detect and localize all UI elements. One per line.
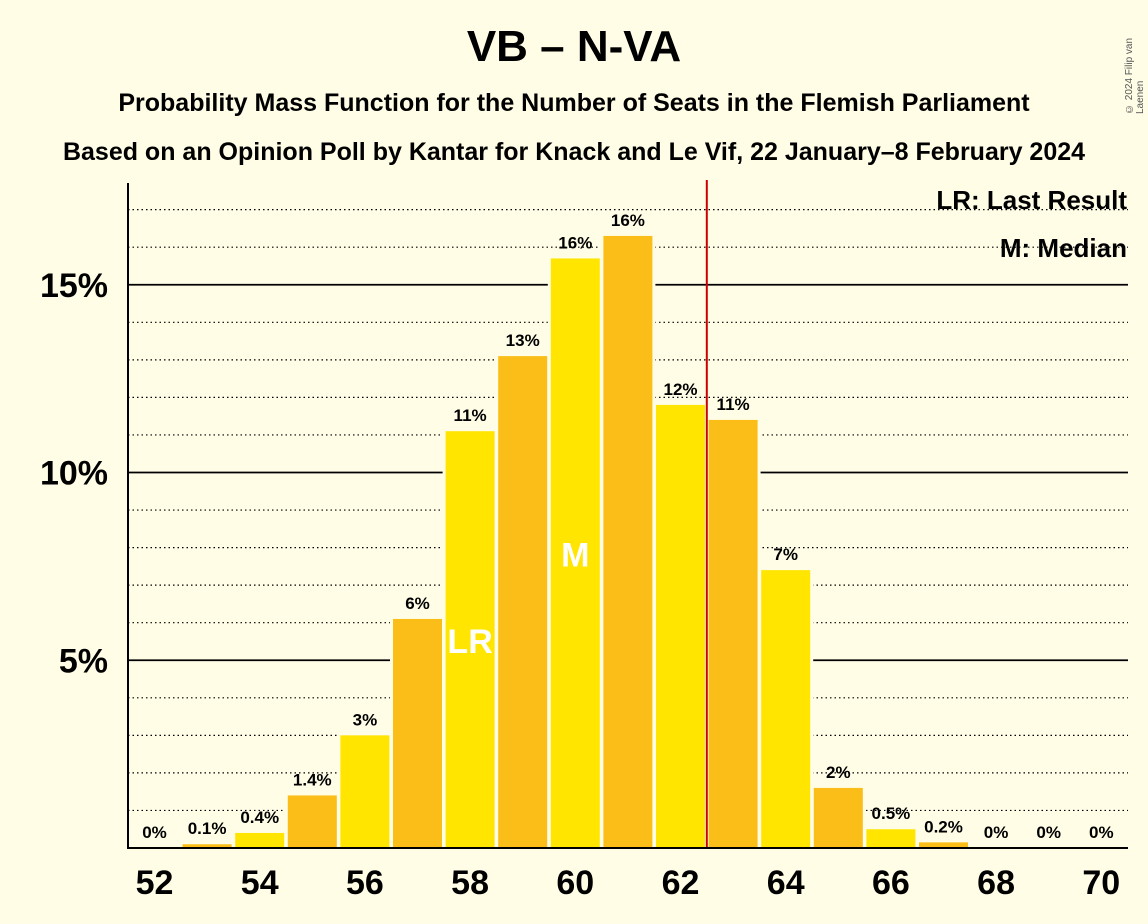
chart-subtitle-2: Based on an Opinion Poll by Kantar for K… (62, 138, 1086, 166)
bar (813, 787, 863, 848)
bar (866, 829, 916, 848)
data-label: 0% (1089, 823, 1114, 842)
data-label: 11% (717, 395, 750, 414)
y-tick-label: 5% (59, 642, 108, 680)
bar (603, 235, 653, 848)
x-tick-label: 66 (872, 864, 910, 902)
data-label: 16% (558, 233, 592, 252)
bar (656, 404, 705, 848)
bar (919, 842, 968, 848)
chart-subtitle-1: Probability Mass Function for the Number… (118, 89, 1030, 117)
data-label: 7% (773, 545, 798, 564)
last-result-marker: LR (447, 623, 492, 661)
data-label: 0.5% (872, 804, 911, 823)
y-tick-label: 15% (40, 267, 108, 305)
data-label: 0% (1036, 823, 1061, 842)
bar (235, 832, 285, 848)
bar (393, 618, 442, 848)
x-tick-label: 52 (136, 864, 174, 902)
bar (761, 570, 811, 848)
data-label: 3% (353, 710, 378, 729)
x-tick-label: 54 (241, 864, 279, 902)
data-label: 1.4% (293, 770, 332, 789)
median-marker: M (561, 536, 589, 574)
x-tick-label: 58 (451, 864, 489, 902)
x-tick-label: 64 (767, 864, 805, 902)
bar (182, 844, 232, 848)
data-label: 0% (984, 823, 1009, 842)
bar (445, 431, 495, 848)
data-label: 13% (506, 331, 540, 350)
x-tick-label: 70 (1082, 864, 1120, 902)
bar (287, 795, 337, 848)
bar (498, 356, 548, 848)
chart-title: VB – N-VA (466, 22, 682, 71)
bar (708, 419, 758, 848)
x-tick-label: 56 (346, 864, 384, 902)
data-label: 0.1% (188, 819, 227, 838)
data-label: 16% (611, 211, 645, 230)
legend-last-result: LR: Last Result (936, 185, 1127, 215)
x-tick-label: 60 (556, 864, 594, 902)
data-label: 2% (826, 763, 851, 782)
x-tick-label: 68 (977, 864, 1015, 902)
x-tick-label: 62 (662, 864, 700, 902)
data-label: 6% (405, 594, 430, 613)
data-label: 0% (142, 823, 167, 842)
data-label: 12% (663, 380, 697, 399)
bar (340, 735, 390, 848)
data-label: 11% (454, 406, 487, 425)
data-label: 0.4% (240, 808, 279, 827)
legend-median: M: Median (1000, 233, 1127, 263)
data-label: 0.2% (924, 817, 963, 836)
bar (550, 258, 600, 849)
y-tick-label: 10% (40, 455, 108, 493)
